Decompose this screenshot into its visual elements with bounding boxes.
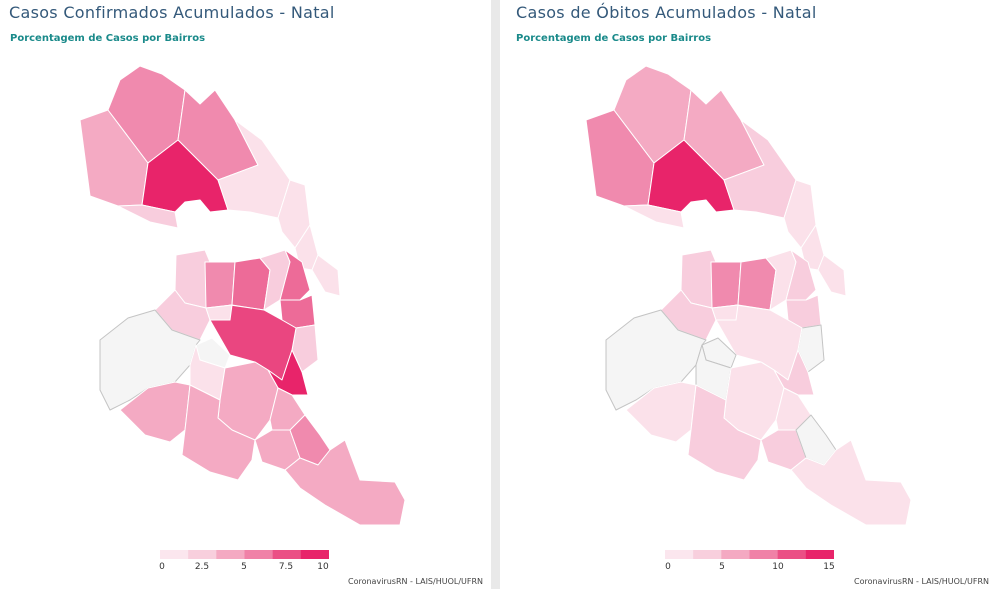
deaths-choropleth-map <box>585 65 912 526</box>
confirmed-legend-swatch-4 <box>272 550 302 559</box>
confirmed-legend-tick-1: 2.5 <box>194 562 210 572</box>
confirmed-map-title: Casos Confirmados Acumulados - Natal <box>9 3 335 22</box>
confirmed-legend-bar <box>160 544 330 559</box>
confirmed-legend-swatch-0 <box>160 550 189 559</box>
confirmed-legend-swatch-5 <box>300 550 330 559</box>
deaths-panel: Casos de Óbitos Acumulados - Natal Porce… <box>500 0 1000 589</box>
bairro-east-3[interactable] <box>817 254 847 297</box>
bairro-center-3[interactable] <box>737 257 777 311</box>
deaths-legend-tick-1: 5 <box>719 562 725 572</box>
confirmed-legend-tick-2: 5 <box>241 562 247 572</box>
deaths-legend-swatch-4 <box>777 550 807 559</box>
bairro-south-6[interactable] <box>790 439 912 526</box>
deaths-legend-tick-2: 10 <box>772 562 784 572</box>
confirmed-legend-gradient <box>160 550 330 559</box>
bairro-west-strip[interactable] <box>623 204 685 229</box>
bairro-center-3[interactable] <box>231 257 271 311</box>
confirmed-legend-tick-0: 0 <box>159 562 165 572</box>
bairro-west-strip[interactable] <box>117 204 179 229</box>
deaths-legend-bar <box>665 544 835 559</box>
confirmed-map-subtitle: Porcentagem de Casos por Bairros <box>10 33 206 44</box>
bairro-center-2[interactable] <box>710 261 742 309</box>
deaths-map-subtitle: Porcentagem de Casos por Bairros <box>516 33 712 44</box>
bairro-north-4[interactable] <box>723 119 797 219</box>
bairro-south-6[interactable] <box>284 439 406 526</box>
confirmed-cases-panel: Casos Confirmados Acumulados - Natal Por… <box>0 0 491 589</box>
confirmed-legend-swatch-2 <box>216 550 245 559</box>
confirmed-legend-tick-4: 10 <box>317 562 329 572</box>
deaths-map-credit: CoronavirusRN - LAIS/HUOL/UFRN <box>854 577 990 586</box>
deaths-legend-swatch-0 <box>665 550 694 559</box>
bairro-mid-small-2[interactable] <box>711 304 739 321</box>
deaths-legend-tick-3: 15 <box>823 562 835 572</box>
confirmed-legend-swatch-3 <box>244 550 274 559</box>
bairro-north-4[interactable] <box>217 119 291 219</box>
deaths-legend-gradient <box>665 550 835 559</box>
deaths-legend-swatch-5 <box>805 550 835 559</box>
confirmed-legend-swatch-1 <box>188 550 217 559</box>
confirmed-map-credit: CoronavirusRN - LAIS/HUOL/UFRN <box>348 577 484 586</box>
deaths-legend-swatch-2 <box>721 550 750 559</box>
deaths-legend-swatch-1 <box>693 550 722 559</box>
bairro-center-2[interactable] <box>204 261 236 309</box>
confirmed-legend-tick-3: 7.5 <box>278 562 294 572</box>
bairro-east-3[interactable] <box>311 254 341 297</box>
confirmed-choropleth-map <box>79 65 406 526</box>
bairro-mid-small-2[interactable] <box>205 304 233 321</box>
deaths-legend-tick-0: 0 <box>665 562 671 572</box>
deaths-map-title: Casos de Óbitos Acumulados - Natal <box>516 3 817 22</box>
deaths-legend-swatch-3 <box>749 550 779 559</box>
